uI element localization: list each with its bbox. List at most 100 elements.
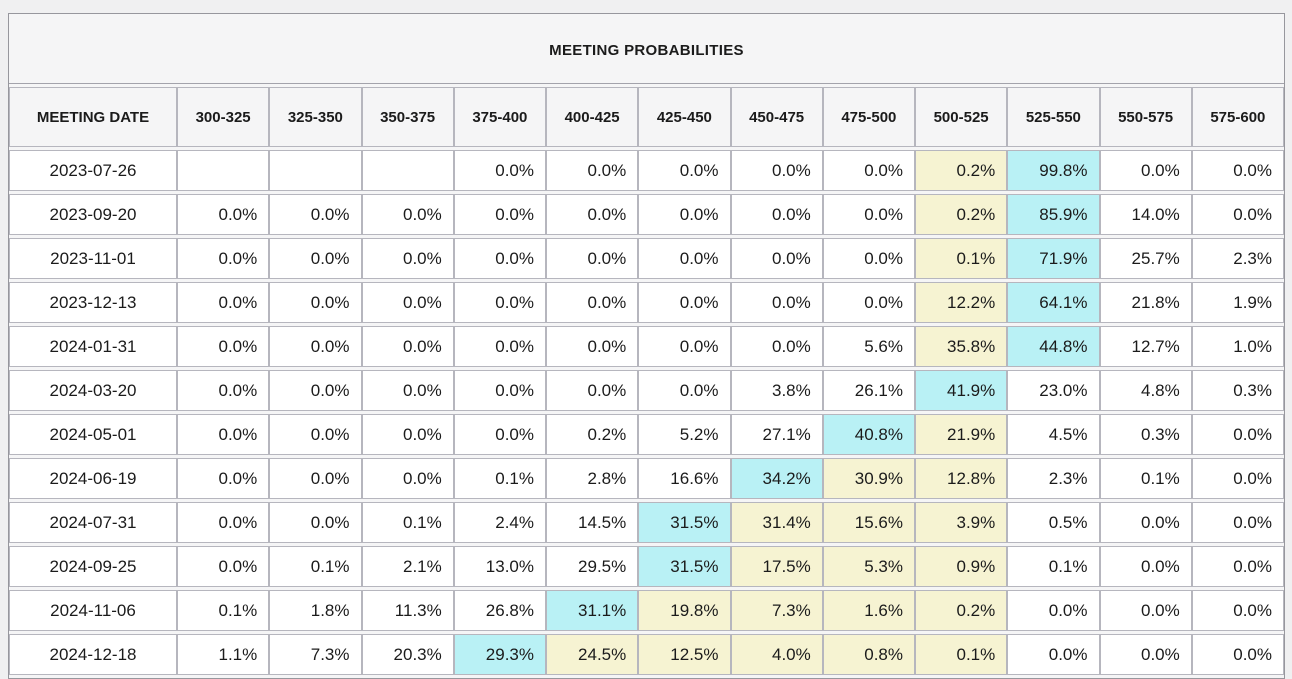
probability-cell: 0.0% <box>361 282 454 323</box>
probability-cell: 1.6% <box>822 590 915 631</box>
probability-cell: 0.0% <box>546 194 639 235</box>
probability-cell: 12.8% <box>915 458 1008 499</box>
probability-cell: 29.5% <box>546 546 639 587</box>
probability-cell <box>177 150 270 191</box>
probability-cell: 0.1% <box>915 634 1008 675</box>
meeting-date-cell: 2023-12-13 <box>9 282 177 323</box>
probability-cell: 5.6% <box>822 326 915 367</box>
probability-cell: 0.0% <box>361 238 454 279</box>
probability-cell: 0.0% <box>546 238 639 279</box>
column-header-rate-range: 375-400 <box>453 87 546 147</box>
probability-cell: 0.0% <box>1191 634 1284 675</box>
probability-cell: 31.1% <box>546 590 639 631</box>
column-header-rate-range: 525-550 <box>1007 87 1100 147</box>
probability-cell: 0.1% <box>361 502 454 543</box>
probability-cell: 0.0% <box>453 282 546 323</box>
probability-cell: 11.3% <box>361 590 454 631</box>
probability-cell: 0.0% <box>1099 502 1192 543</box>
probability-cell: 15.6% <box>822 502 915 543</box>
probability-cell <box>361 150 454 191</box>
probability-cell: 35.8% <box>915 326 1008 367</box>
meeting-date-cell: 2024-11-06 <box>9 590 177 631</box>
probability-cell: 23.0% <box>1007 370 1100 411</box>
probability-cell: 71.9% <box>1007 238 1100 279</box>
probability-cell: 0.3% <box>1191 370 1284 411</box>
probability-cell: 2.4% <box>453 502 546 543</box>
probability-cell: 0.0% <box>177 546 270 587</box>
table-row: 2023-11-01 0.0% 0.0% 0.0% 0.0% 0.0% 0.0% 0.0% 0.… <box>9 238 1284 279</box>
probability-cell: 0.0% <box>361 326 454 367</box>
probability-cell: 0.1% <box>1007 546 1100 587</box>
probability-cell: 0.0% <box>822 194 915 235</box>
probability-cell: 0.2% <box>915 194 1008 235</box>
probability-cell: 4.8% <box>1099 370 1192 411</box>
probability-cell: 0.0% <box>638 150 731 191</box>
probability-cell: 0.0% <box>638 370 731 411</box>
probability-cell: 0.0% <box>453 150 546 191</box>
probability-cell: 0.0% <box>269 326 362 367</box>
probability-cell: 0.0% <box>453 194 546 235</box>
meeting-date-cell: 2024-05-01 <box>9 414 177 455</box>
probability-cell: 0.0% <box>269 370 362 411</box>
table-row: 2024-05-01 0.0% 0.0% 0.0% 0.0% 0.2% 5.2% 27.1% 4… <box>9 414 1284 455</box>
table-row: 2024-03-20 0.0% 0.0% 0.0% 0.0% 0.0% 0.0% 3.8% 26… <box>9 370 1284 411</box>
table-row: 2023-12-13 0.0% 0.0% 0.0% 0.0% 0.0% 0.0% 0.0% 0.… <box>9 282 1284 323</box>
probability-cell: 0.0% <box>453 414 546 455</box>
probability-cell: 26.1% <box>822 370 915 411</box>
table-row: 2024-01-31 0.0% 0.0% 0.0% 0.0% 0.0% 0.0% 0.0% 5.… <box>9 326 1284 367</box>
probability-cell: 21.9% <box>915 414 1008 455</box>
column-header-rate-range: 425-450 <box>638 87 731 147</box>
probability-cell: 31.5% <box>638 546 731 587</box>
probability-cell: 64.1% <box>1007 282 1100 323</box>
probability-cell: 5.2% <box>638 414 731 455</box>
probability-cell: 0.0% <box>1191 414 1284 455</box>
probability-cell: 0.0% <box>546 370 639 411</box>
probability-cell: 0.1% <box>1099 458 1192 499</box>
probability-cell: 0.0% <box>730 150 823 191</box>
probability-cell: 19.8% <box>638 590 731 631</box>
column-header-rate-range: 400-425 <box>546 87 639 147</box>
header-row: MEETING DATE 300-325 325-350 350-375 375-40… <box>9 87 1284 147</box>
probability-cell: 0.0% <box>361 414 454 455</box>
probability-cell: 27.1% <box>730 414 823 455</box>
probability-cell: 0.0% <box>361 370 454 411</box>
probability-cell: 1.9% <box>1191 282 1284 323</box>
probability-cell: 0.5% <box>1007 502 1100 543</box>
probability-cell: 0.0% <box>453 326 546 367</box>
probability-cell: 1.8% <box>269 590 362 631</box>
probability-cell: 7.3% <box>269 634 362 675</box>
meeting-date-cell: 2024-01-31 <box>9 326 177 367</box>
column-header-rate-range: 575-600 <box>1191 87 1284 147</box>
probability-cell: 20.3% <box>361 634 454 675</box>
probability-cell: 0.2% <box>915 590 1008 631</box>
column-header-rate-range: 550-575 <box>1099 87 1192 147</box>
probability-cell: 0.0% <box>1191 546 1284 587</box>
column-header-meeting-date: MEETING DATE <box>9 87 177 147</box>
probability-cell: 0.0% <box>638 282 731 323</box>
meeting-date-cell: 2024-07-31 <box>9 502 177 543</box>
probability-cell: 0.0% <box>177 194 270 235</box>
table-row: 2023-07-26 0.0% 0.0% 0.0% 0.0% 0.0% 0.2% 99.8% 0… <box>9 150 1284 191</box>
table-row: 2023-09-20 0.0% 0.0% 0.0% 0.0% 0.0% 0.0% 0.0% 0.… <box>9 194 1284 235</box>
probability-cell: 0.0% <box>1099 150 1192 191</box>
probability-cell: 0.0% <box>730 238 823 279</box>
probability-cell: 5.3% <box>822 546 915 587</box>
probability-cell: 0.0% <box>361 194 454 235</box>
column-header-rate-range: 325-350 <box>269 87 362 147</box>
probability-cell: 85.9% <box>1007 194 1100 235</box>
probability-cell: 2.3% <box>1007 458 1100 499</box>
probability-cell: 2.8% <box>546 458 639 499</box>
probability-cell: 26.8% <box>453 590 546 631</box>
probability-cell: 14.5% <box>546 502 639 543</box>
probability-cell: 0.0% <box>546 150 639 191</box>
probability-cell: 21.8% <box>1099 282 1192 323</box>
probability-cell: 0.0% <box>730 194 823 235</box>
probability-cell: 0.0% <box>269 282 362 323</box>
probability-cell: 0.0% <box>822 150 915 191</box>
meeting-date-cell: 2023-07-26 <box>9 150 177 191</box>
probability-cell: 3.8% <box>730 370 823 411</box>
probability-cell: 0.0% <box>177 414 270 455</box>
table-row: 2024-06-19 0.0% 0.0% 0.0% 0.1% 2.8% 16.6% 34.2%… <box>9 458 1284 499</box>
probability-cell: 0.0% <box>269 502 362 543</box>
probability-cell: 0.0% <box>1191 194 1284 235</box>
